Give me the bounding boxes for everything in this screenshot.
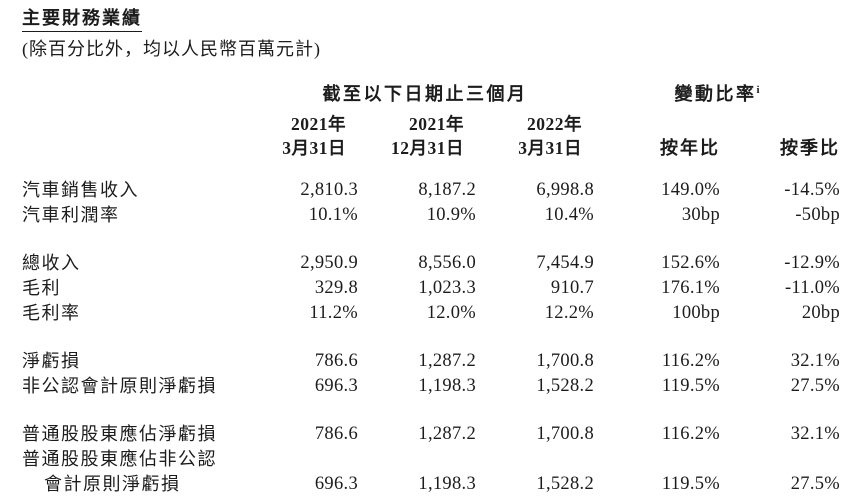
cell-value: 8,556.0 bbox=[418, 253, 476, 273]
header-year-row: 2021年 2021年 2022年 bbox=[22, 112, 840, 136]
column-date-1: 3月31日 bbox=[282, 138, 346, 158]
cell-value: 176.1% bbox=[661, 278, 721, 298]
row-label: 汽車銷售收入 bbox=[22, 180, 139, 200]
row-label: 毛利率 bbox=[22, 303, 81, 323]
cell-value bbox=[256, 447, 358, 472]
cell-value: 1,198.3 bbox=[418, 376, 476, 396]
cell-value: 119.5% bbox=[661, 376, 721, 396]
page-title: 主要財務業績 bbox=[22, 6, 142, 32]
footnote-marker: i bbox=[756, 84, 760, 96]
cell-value: 11.2% bbox=[309, 303, 358, 323]
cell-value bbox=[594, 447, 720, 472]
column-year-1: 2021年 bbox=[291, 114, 346, 134]
cell-value bbox=[476, 447, 594, 472]
table-row: 毛利 329.8 1,023.3 910.7 176.1% -11.0% bbox=[22, 276, 840, 301]
cell-value: -12.9% bbox=[784, 253, 841, 273]
row-label: 會計原則淨虧損 bbox=[44, 474, 181, 494]
spacer-cell bbox=[22, 112, 256, 136]
spacer-cell bbox=[22, 136, 256, 160]
row-label: 毛利 bbox=[22, 278, 61, 298]
row-label: 非公認會計原則淨虧損 bbox=[22, 376, 217, 396]
cell-value: 1,528.2 bbox=[536, 474, 595, 494]
cell-value: 30bp bbox=[681, 205, 721, 225]
column-date-2: 12月31日 bbox=[391, 138, 464, 158]
row-label: 總收入 bbox=[22, 253, 81, 273]
cell-value: 1,287.2 bbox=[418, 424, 476, 444]
table-row: 總收入 2,950.9 8,556.0 7,454.9 152.6% -12.9… bbox=[22, 228, 840, 276]
table-row: 汽車利潤率 10.1% 10.9% 10.4% 30bp -50bp bbox=[22, 203, 840, 228]
cell-value: 32.1% bbox=[790, 351, 841, 371]
column-qoq: 按季比 bbox=[780, 138, 841, 158]
cell-value: 1,528.2 bbox=[536, 376, 595, 396]
cell-value: -50bp bbox=[795, 205, 841, 225]
cell-value: 7,454.9 bbox=[536, 253, 595, 273]
column-year-2: 2021年 bbox=[409, 114, 464, 134]
table-row: 普通股股東應佔淨虧損 786.6 1,287.2 1,700.8 116.2% … bbox=[22, 399, 840, 447]
cell-value: -11.0% bbox=[784, 278, 841, 298]
cell-value: 786.6 bbox=[314, 351, 358, 371]
financial-results-table: 截至以下日期止三個月 變動比率i 2021年 2021年 2022年 3月31日… bbox=[22, 84, 840, 497]
cell-value bbox=[358, 447, 476, 472]
change-group-header: 變動比率i bbox=[594, 84, 840, 112]
cell-value: 2,950.9 bbox=[300, 253, 358, 273]
row-label: 汽車利潤率 bbox=[22, 205, 120, 225]
table-row: 會計原則淨虧損 696.3 1,198.3 1,528.2 119.5% 27.… bbox=[22, 472, 840, 497]
cell-value bbox=[720, 447, 840, 472]
cell-value: 149.0% bbox=[661, 180, 721, 200]
row-label: 普通股股東應佔淨虧損 bbox=[22, 424, 217, 444]
cell-value: -14.5% bbox=[784, 180, 841, 200]
cell-value: 27.5% bbox=[790, 474, 841, 494]
cell-value: 32.1% bbox=[790, 424, 841, 444]
cell-value: 10.4% bbox=[544, 205, 595, 225]
cell-value: 116.2% bbox=[661, 351, 721, 371]
header-date-row: 3月31日 12月31日 3月31日 按年比 按季比 bbox=[22, 136, 840, 160]
cell-value: 1,700.8 bbox=[536, 424, 595, 444]
cell-value: 696.3 bbox=[314, 376, 358, 396]
page-subtitle: (除百分比外，均以人民幣百萬元計) bbox=[22, 39, 321, 59]
change-group-label: 變動比率 bbox=[674, 84, 757, 104]
cell-value: 27.5% bbox=[790, 376, 841, 396]
cell-value: 786.6 bbox=[314, 424, 358, 444]
table-row: 非公認會計原則淨虧損 696.3 1,198.3 1,528.2 119.5% … bbox=[22, 374, 840, 399]
cell-value: 8,187.2 bbox=[418, 180, 476, 200]
cell-value: 116.2% bbox=[661, 424, 721, 444]
cell-value: 119.5% bbox=[661, 474, 721, 494]
cell-value: 12.0% bbox=[426, 303, 476, 323]
cell-value: 910.7 bbox=[550, 278, 595, 298]
row-label: 普通股股東應佔非公認 bbox=[22, 449, 217, 469]
spacer-cell bbox=[720, 112, 840, 136]
cell-value: 2,810.3 bbox=[300, 180, 358, 200]
column-year-3: 2022年 bbox=[527, 114, 583, 134]
cell-value: 1,700.8 bbox=[536, 351, 595, 371]
cell-value: 1,198.3 bbox=[418, 474, 476, 494]
cell-value: 1,287.2 bbox=[418, 351, 476, 371]
cell-value: 6,998.8 bbox=[536, 180, 595, 200]
cell-value: 100bp bbox=[672, 303, 721, 323]
table-row: 普通股股東應佔非公認 bbox=[22, 447, 840, 472]
row-label: 淨虧損 bbox=[22, 351, 81, 371]
column-date-3: 3月31日 bbox=[518, 138, 583, 158]
table-row: 毛利率 11.2% 12.0% 12.2% 100bp 20bp bbox=[22, 301, 840, 326]
column-yoy: 按年比 bbox=[660, 138, 721, 158]
cell-value: 1,023.3 bbox=[418, 278, 476, 298]
cell-value: 10.9% bbox=[426, 205, 476, 225]
period-group-header: 截至以下日期止三個月 bbox=[322, 84, 528, 104]
cell-value: 329.8 bbox=[314, 278, 358, 298]
header-group-row: 截至以下日期止三個月 變動比率i bbox=[22, 84, 840, 112]
table-row: 淨虧損 786.6 1,287.2 1,700.8 116.2% 32.1% bbox=[22, 326, 840, 374]
cell-value: 152.6% bbox=[661, 253, 721, 273]
cell-value: 12.2% bbox=[544, 303, 595, 323]
cell-value: 20bp bbox=[801, 303, 841, 323]
spacer-cell bbox=[22, 84, 256, 112]
cell-value: 696.3 bbox=[314, 474, 358, 494]
cell-value: 10.1% bbox=[308, 205, 358, 225]
spacer-cell bbox=[594, 112, 720, 136]
table-row: 汽車銷售收入 2,810.3 8,187.2 6,998.8 149.0% -1… bbox=[22, 160, 840, 203]
